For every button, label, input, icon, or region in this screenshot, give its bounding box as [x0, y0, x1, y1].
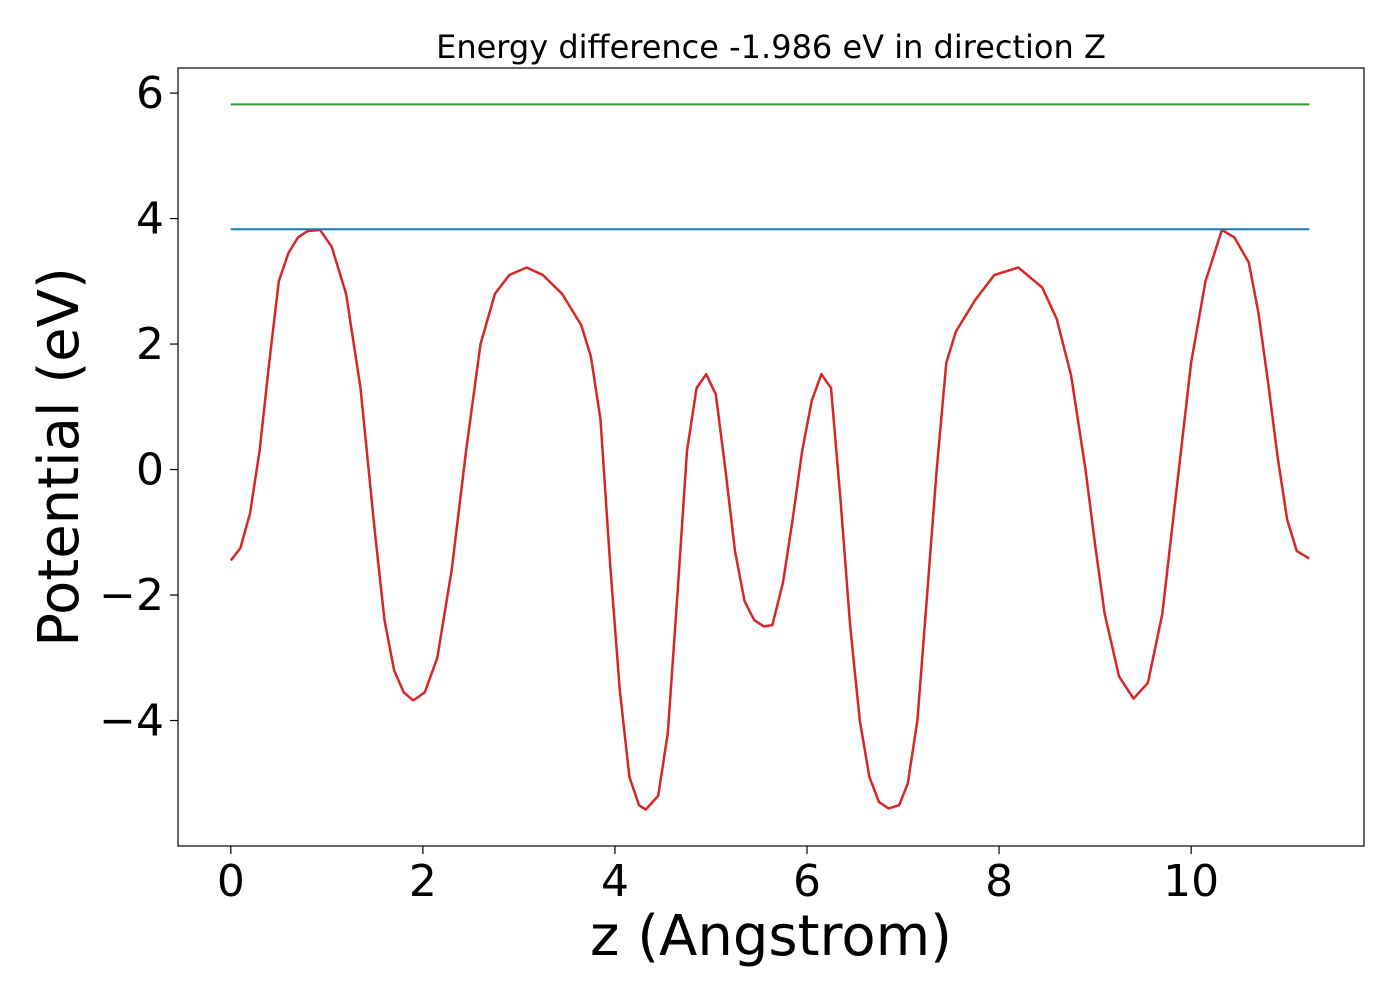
y-axis-label: Potential (eV)	[27, 267, 92, 647]
plot-frame	[177, 67, 1365, 847]
x-tick-label: 8	[985, 856, 1013, 907]
y-tick-label: −2	[99, 570, 164, 621]
x-tick-label: 4	[601, 856, 629, 907]
y-tick-label: 0	[136, 445, 164, 496]
series-line-0	[229, 228, 1310, 811]
y-tick-label: 4	[136, 194, 164, 245]
chart-title: Energy difference -1.986 eV in direction…	[436, 28, 1106, 66]
x-axis-ticks: 0 2 4 6 8 10	[217, 846, 1219, 907]
y-axis-ticks: −4 −2 0 2 4 6	[99, 68, 178, 747]
x-tick-label: 10	[1163, 856, 1219, 907]
x-tick-label: 6	[793, 856, 821, 907]
y-tick-label: 6	[136, 68, 164, 119]
x-tick-label: 0	[217, 856, 245, 907]
y-tick-label: −4	[99, 696, 164, 747]
x-axis-label: z (Angstrom)	[590, 904, 952, 969]
series-layer	[229, 103, 1310, 811]
y-tick-label: 2	[136, 319, 164, 370]
x-tick-label: 2	[409, 856, 437, 907]
